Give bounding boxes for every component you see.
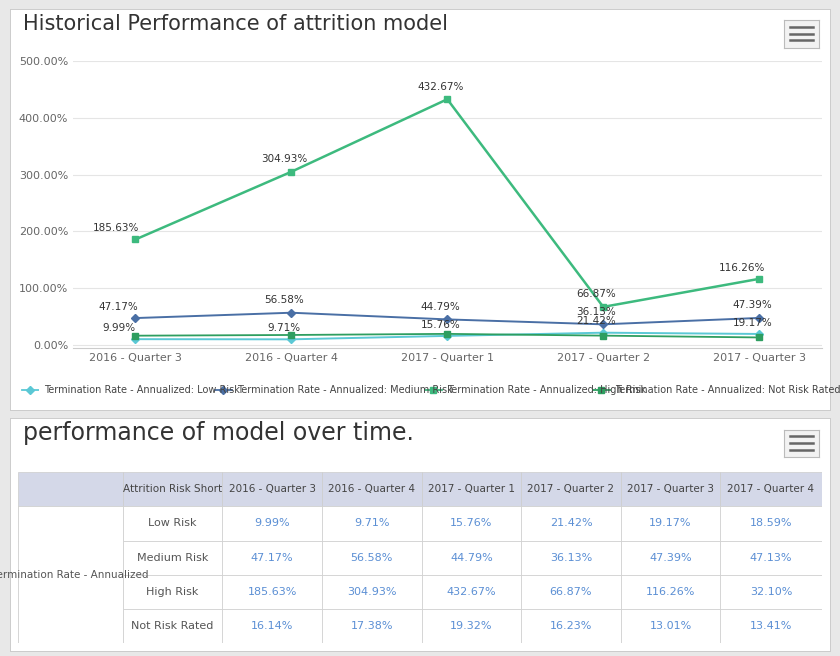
Bar [422, 472, 521, 506]
Bar [521, 472, 621, 506]
Bar [521, 541, 621, 575]
Text: Medium Risk: Medium Risk [137, 552, 208, 563]
Bar [322, 506, 422, 541]
Text: Historical Performance of attrition model: Historical Performance of attrition mode… [23, 14, 448, 33]
Text: 2016 - Quarter 3: 2016 - Quarter 3 [228, 484, 316, 495]
Text: 44.79%: 44.79% [421, 302, 460, 312]
Text: 13.01%: 13.01% [649, 621, 691, 631]
Text: High Risk: High Risk [146, 586, 199, 597]
Text: 15.76%: 15.76% [450, 518, 492, 529]
Text: 432.67%: 432.67% [447, 586, 496, 597]
Text: 21.42%: 21.42% [576, 316, 617, 326]
Text: 9.99%: 9.99% [102, 323, 135, 333]
Text: 9.71%: 9.71% [268, 323, 301, 333]
Bar [422, 541, 521, 575]
Bar [721, 575, 822, 609]
Text: 15.76%: 15.76% [421, 319, 460, 329]
Text: Termination Rate - Annualized: Termination Rate - Annualized [0, 569, 149, 580]
Text: 9.71%: 9.71% [354, 518, 390, 529]
Text: 47.39%: 47.39% [732, 300, 772, 310]
Text: 47.39%: 47.39% [649, 552, 692, 563]
Bar [123, 472, 223, 506]
Bar [322, 472, 422, 506]
Text: 116.26%: 116.26% [719, 262, 766, 272]
Bar [223, 472, 322, 506]
Text: Low Risk: Low Risk [149, 518, 197, 529]
Text: 304.93%: 304.93% [261, 154, 307, 164]
Bar [621, 575, 721, 609]
Text: 47.17%: 47.17% [251, 552, 293, 563]
Bar [422, 506, 521, 541]
Bar [621, 472, 721, 506]
Text: Termination Rate - Annualized: High Risk: Termination Rate - Annualized: High Risk [447, 384, 646, 395]
Bar [123, 609, 223, 643]
Text: 2017 - Quarter 2: 2017 - Quarter 2 [528, 484, 615, 495]
Bar [422, 609, 521, 643]
Text: 2016 - Quarter 4: 2016 - Quarter 4 [328, 484, 415, 495]
Bar [521, 506, 621, 541]
Text: 16.23%: 16.23% [550, 621, 592, 631]
Text: Termination Rate - Annualized: Low Risk: Termination Rate - Annualized: Low Risk [44, 384, 239, 395]
Bar [721, 541, 822, 575]
Text: 116.26%: 116.26% [646, 586, 696, 597]
Bar [721, 506, 822, 541]
Text: 44.79%: 44.79% [450, 552, 493, 563]
Text: 13.41%: 13.41% [750, 621, 792, 631]
Text: 36.13%: 36.13% [576, 306, 617, 317]
Bar [223, 609, 322, 643]
Text: 66.87%: 66.87% [576, 289, 617, 299]
Bar [18, 506, 123, 643]
Bar [721, 609, 822, 643]
Text: 56.58%: 56.58% [265, 295, 304, 305]
Text: 66.87%: 66.87% [549, 586, 592, 597]
Text: 56.58%: 56.58% [350, 552, 393, 563]
Bar [621, 506, 721, 541]
Text: 19.32%: 19.32% [450, 621, 492, 631]
Text: 17.38%: 17.38% [350, 621, 393, 631]
Bar [621, 541, 721, 575]
Bar [123, 575, 223, 609]
Text: 19.17%: 19.17% [732, 318, 772, 327]
Text: Not Risk Rated: Not Risk Rated [132, 621, 214, 631]
Bar [18, 609, 123, 643]
Bar [223, 541, 322, 575]
Bar [322, 609, 422, 643]
Bar [223, 506, 322, 541]
Bar [18, 575, 123, 609]
Text: 185.63%: 185.63% [92, 223, 139, 233]
Bar [18, 506, 123, 541]
Bar [223, 575, 322, 609]
Text: Termination Rate - Annualized: Medium Risk: Termination Rate - Annualized: Medium Ri… [237, 384, 453, 395]
Text: 9.99%: 9.99% [255, 518, 290, 529]
Bar [18, 472, 123, 506]
Bar [621, 609, 721, 643]
Text: Attrition Risk Short: Attrition Risk Short [123, 484, 223, 495]
Bar [123, 541, 223, 575]
Text: Termination Rate - Annualized: Not Risk Rated: Termination Rate - Annualized: Not Risk … [615, 384, 840, 395]
Text: 304.93%: 304.93% [347, 586, 396, 597]
Bar [322, 541, 422, 575]
Text: 32.10%: 32.10% [750, 586, 792, 597]
Text: 185.63%: 185.63% [248, 586, 297, 597]
Text: 2017 - Quarter 3: 2017 - Quarter 3 [627, 484, 714, 495]
Text: 36.13%: 36.13% [550, 552, 592, 563]
Bar [721, 472, 822, 506]
Bar [123, 506, 223, 541]
Bar [18, 541, 123, 575]
Text: 21.42%: 21.42% [549, 518, 592, 529]
Text: 16.14%: 16.14% [251, 621, 293, 631]
Text: 18.59%: 18.59% [749, 518, 792, 529]
Bar [521, 609, 621, 643]
Text: 432.67%: 432.67% [417, 81, 464, 91]
Text: 47.17%: 47.17% [99, 302, 139, 312]
Bar [521, 575, 621, 609]
Bar [422, 575, 521, 609]
Text: performance of model over time.: performance of model over time. [23, 421, 413, 445]
Text: 2017 - Quarter 4: 2017 - Quarter 4 [727, 484, 815, 495]
Text: 47.13%: 47.13% [749, 552, 792, 563]
Bar [322, 575, 422, 609]
Text: 2017 - Quarter 1: 2017 - Quarter 1 [428, 484, 515, 495]
Text: 19.17%: 19.17% [649, 518, 692, 529]
